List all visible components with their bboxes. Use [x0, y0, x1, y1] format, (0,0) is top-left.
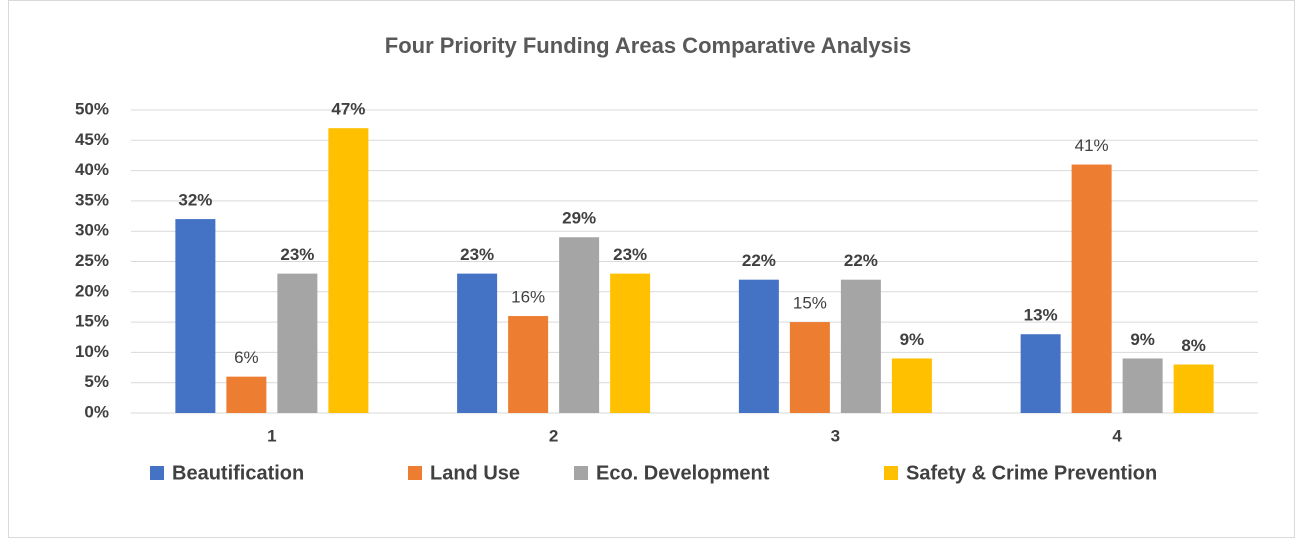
data-label: 23% [613, 245, 647, 264]
bar [789, 322, 830, 413]
data-label: 8% [1181, 336, 1206, 355]
bar [226, 376, 267, 413]
bar [508, 316, 549, 413]
data-label: 6% [234, 348, 259, 367]
data-label: 32% [178, 191, 212, 210]
chart-title: Four Priority Funding Areas Comparative … [385, 33, 912, 58]
bar [1173, 364, 1214, 413]
data-label: 23% [280, 245, 314, 264]
legend-label: Safety & Crime Prevention [906, 462, 1157, 484]
bar [1122, 358, 1163, 413]
legend-swatch [884, 466, 898, 480]
data-label: 16% [511, 288, 545, 307]
data-label: 23% [460, 245, 494, 264]
legend-label: Eco. Development [596, 462, 770, 484]
data-label: 29% [562, 209, 596, 228]
data-label: 47% [331, 100, 365, 119]
legend-label: Land Use [430, 462, 520, 484]
x-tick-label: 1 [267, 426, 276, 445]
bar [277, 273, 318, 413]
data-label: 22% [844, 251, 878, 270]
y-tick-label: 45% [75, 130, 109, 149]
bar [738, 279, 779, 413]
bar [610, 273, 651, 413]
y-tick-label: 35% [75, 190, 109, 209]
bar [1020, 334, 1061, 413]
data-label: 13% [1024, 306, 1058, 325]
x-tick-label: 4 [1112, 426, 1122, 445]
y-tick-label: 5% [84, 372, 109, 391]
y-tick-label: 0% [84, 402, 109, 421]
data-label: 41% [1075, 136, 1109, 155]
legend-label: Beautification [172, 462, 304, 484]
bar [1071, 164, 1112, 413]
data-label: 9% [900, 330, 925, 349]
bar [175, 219, 216, 413]
data-label: 22% [742, 251, 776, 270]
bar [328, 128, 369, 413]
legend-swatch [150, 466, 164, 480]
bar [840, 279, 881, 413]
data-label: 15% [793, 294, 827, 313]
y-tick-label: 30% [75, 221, 109, 240]
x-tick-label: 2 [549, 426, 558, 445]
y-tick-label: 15% [75, 312, 109, 331]
bar [559, 237, 600, 413]
y-tick-label: 50% [75, 99, 109, 118]
bar [891, 358, 932, 413]
y-tick-label: 10% [75, 342, 109, 361]
y-tick-label: 25% [75, 251, 109, 270]
data-label: 9% [1130, 330, 1155, 349]
bar [457, 273, 498, 413]
legend-swatch [408, 466, 422, 480]
x-tick-label: 3 [831, 426, 840, 445]
y-tick-label: 40% [75, 160, 109, 179]
y-tick-label: 20% [75, 281, 109, 300]
legend-swatch [574, 466, 588, 480]
